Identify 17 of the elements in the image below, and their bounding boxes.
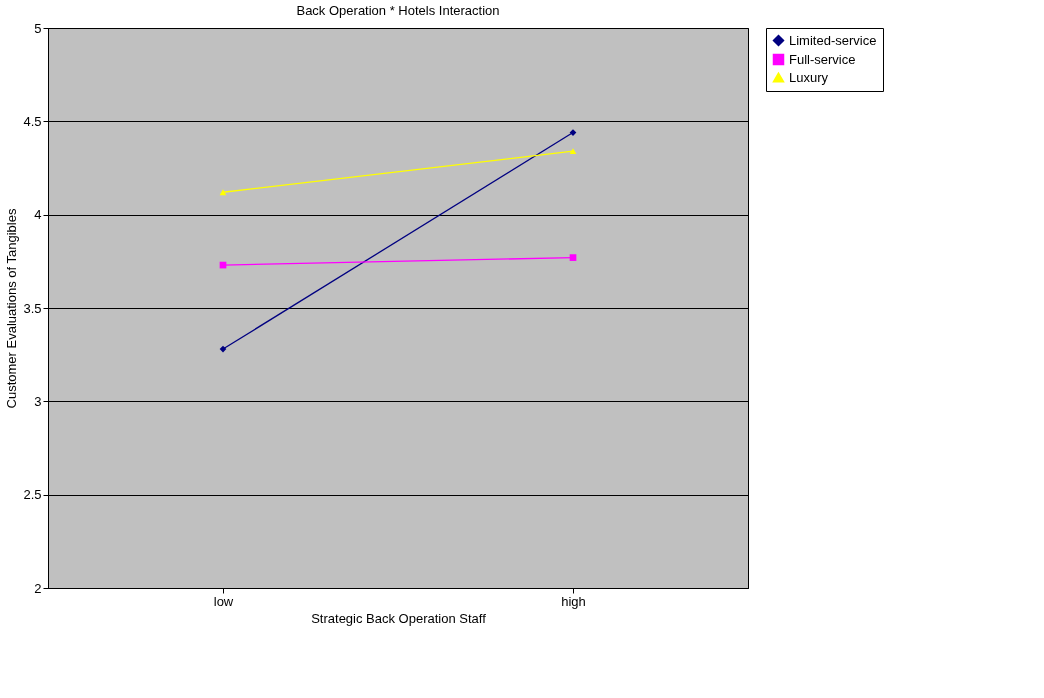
point [569, 254, 577, 261]
y-tick-label: 4 [34, 207, 42, 223]
y-tick-label: 3 [34, 393, 42, 409]
y-tick-label: 3.5 [23, 300, 42, 316]
y-tick-label: 4.5 [23, 113, 42, 129]
y-tick-label: 2 [34, 580, 42, 596]
y-tick-label: 5 [34, 20, 42, 36]
y-tick-label: 2.5 [23, 487, 42, 503]
point [219, 345, 227, 353]
y-axis-title: Customer Evaluations of Tangibles [4, 208, 20, 409]
legend-label: Luxury [789, 69, 829, 85]
x-tick-label: high [561, 593, 586, 609]
x-axis-title: Strategic Back Operation Staff [311, 610, 487, 626]
legend-label: Full-service [789, 51, 856, 67]
chart-title: Back Operation * Hotels Interaction [296, 3, 500, 18]
x-tick-label: low [213, 593, 234, 609]
legend-label: Limited-service [789, 32, 877, 48]
